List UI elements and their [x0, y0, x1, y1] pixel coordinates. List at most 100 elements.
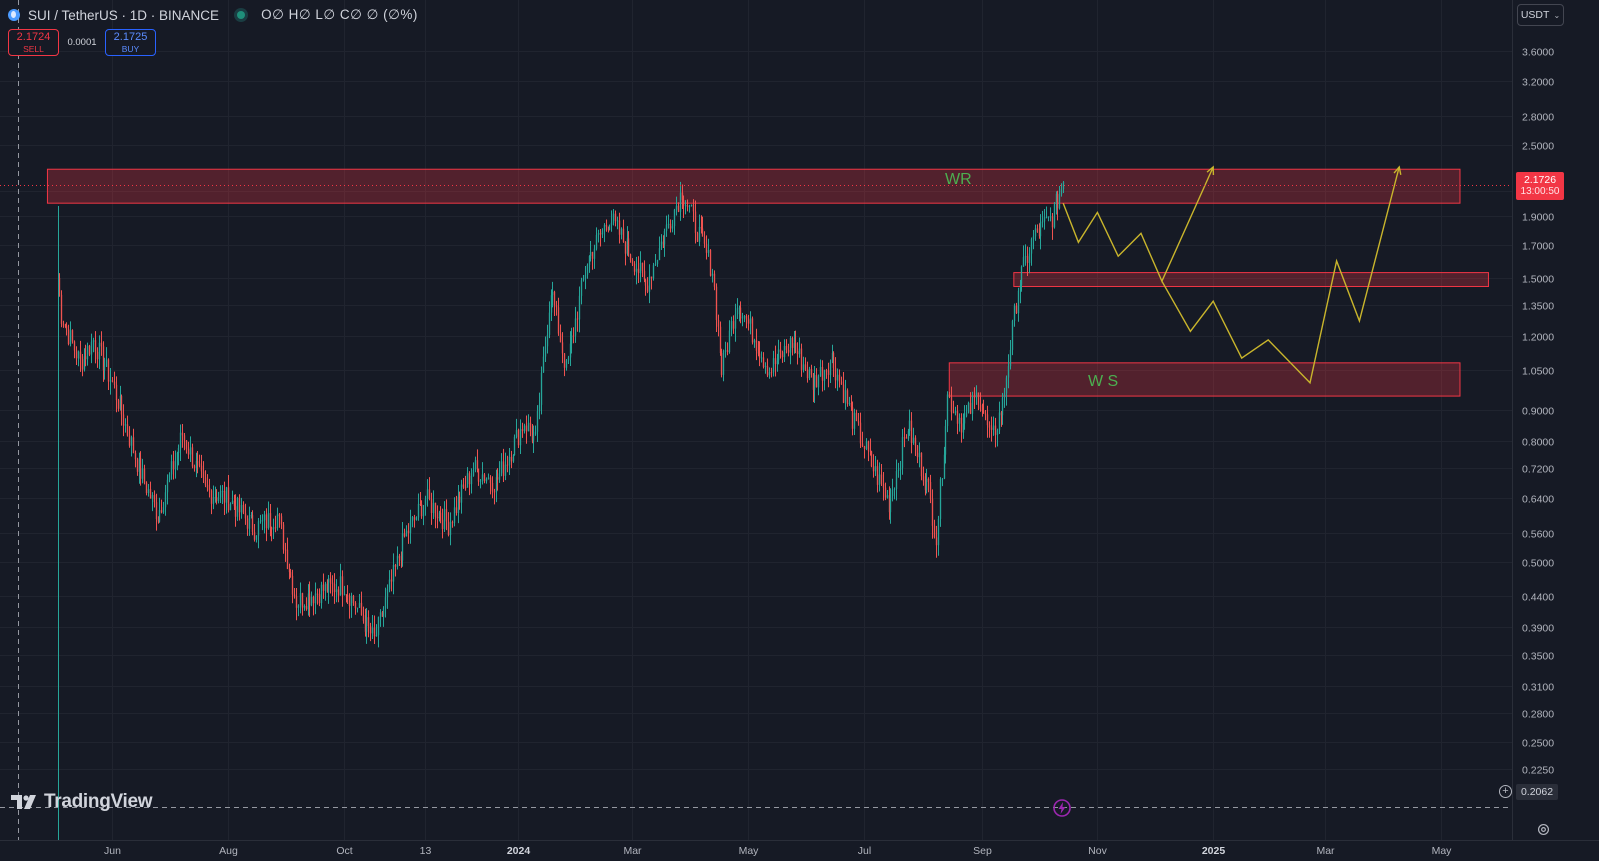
candle-body — [117, 400, 120, 409]
zone-rect — [948, 362, 1461, 397]
candle-body — [572, 335, 575, 337]
candle-body — [901, 437, 904, 468]
candle-body — [83, 356, 86, 370]
candle-body — [352, 595, 355, 604]
candle-body — [263, 514, 266, 521]
candle-body — [701, 228, 704, 237]
candle-body — [654, 263, 657, 266]
candle-body — [430, 499, 433, 514]
candle-body — [1032, 236, 1035, 240]
candle-body — [916, 445, 919, 458]
candle-body — [455, 507, 458, 514]
candle-body — [853, 412, 856, 429]
candle-body — [635, 268, 638, 272]
zone-rect — [46, 168, 1461, 204]
candle-body — [850, 403, 853, 408]
candle-body — [250, 515, 253, 517]
candle-body — [326, 583, 329, 593]
candle-body — [1013, 305, 1016, 322]
candle-body — [593, 248, 596, 259]
candle-body — [122, 414, 125, 426]
candle-body — [660, 241, 663, 249]
candle-body — [817, 376, 820, 388]
candle-body — [100, 342, 103, 347]
candle-body — [601, 230, 604, 235]
candle-body — [774, 358, 777, 365]
lightning-events-icon[interactable] — [1052, 798, 1072, 818]
candle-body — [195, 460, 198, 468]
candle-body — [495, 477, 498, 492]
candle-body — [650, 276, 653, 279]
candle-body — [878, 474, 881, 485]
candle-body — [75, 350, 78, 359]
candle-body — [819, 366, 822, 377]
candle-body — [141, 468, 144, 479]
candle-body — [622, 228, 625, 242]
price-tick-label: 0.2250 — [1522, 765, 1554, 777]
candle-body — [214, 497, 217, 499]
candles-layer — [58, 180, 1065, 648]
candle-body — [557, 307, 560, 334]
candle-body — [381, 612, 384, 617]
candle-body — [599, 233, 602, 235]
time-tick-label: Mar — [623, 845, 642, 857]
trade-panel: 2.1724 SELL 0.0001 2.1725 BUY — [8, 29, 156, 56]
price-tick-label: 0.2800 — [1522, 709, 1554, 721]
candle-body — [872, 466, 875, 472]
candle-body — [270, 527, 273, 530]
time-axis[interactable]: Jun Aug Oct 13 2024 Mar May Jul Sep Nov 2025 Mar May — [104, 845, 1452, 857]
price-tick-label: 0.3500 — [1522, 651, 1554, 663]
candle-body — [766, 365, 769, 376]
candle-body — [139, 458, 142, 479]
candle-body — [770, 372, 773, 374]
currency-selector[interactable]: USDT ⌄ — [1517, 4, 1564, 26]
price-axis[interactable]: 3.60003.20002.80002.50002.10001.90001.70… — [1522, 47, 1554, 777]
candle-body — [927, 478, 930, 482]
time-tick-label: Sep — [973, 845, 992, 857]
candle-body — [401, 533, 404, 561]
candle-body — [965, 412, 968, 417]
candle-body — [620, 228, 623, 235]
gear-icon[interactable] — [1537, 823, 1550, 836]
candle-body — [941, 478, 944, 480]
candle-body — [449, 522, 452, 536]
currency-label: USDT — [1520, 9, 1550, 21]
add-alert-plus-icon[interactable]: + — [1499, 785, 1512, 798]
candle-body — [282, 524, 285, 550]
candle-body — [234, 506, 237, 517]
candle-body — [356, 607, 359, 609]
candle-body — [764, 365, 767, 367]
candle-body — [377, 616, 380, 635]
candle-body — [411, 516, 414, 522]
candle-body — [510, 456, 513, 462]
candle-body — [658, 248, 661, 261]
tradingview-logo[interactable]: TradingView — [10, 791, 153, 813]
candle-body — [823, 370, 826, 381]
symbol-title[interactable]: SUI / TetherUS · 1D · BINANCE — [28, 7, 220, 23]
brand-name: TradingView — [44, 791, 153, 812]
candle-body — [472, 469, 475, 476]
candle-body — [648, 276, 651, 292]
candle-body — [314, 593, 317, 604]
candle-body — [730, 321, 733, 331]
candle-body — [341, 576, 344, 595]
price-tick-label: 0.2500 — [1522, 738, 1554, 750]
price-tick-label: 1.2000 — [1522, 332, 1554, 344]
candle-body — [984, 413, 987, 415]
candle-body — [221, 490, 224, 492]
candle-body — [166, 479, 169, 493]
candle-body — [128, 435, 131, 446]
sell-button[interactable]: 2.1724 SELL — [8, 29, 59, 56]
candle-body — [210, 490, 213, 504]
buy-button[interactable]: 2.1725 BUY — [105, 29, 156, 56]
candle-body — [200, 465, 203, 472]
candle-body — [498, 473, 501, 480]
price-tick-label: 0.5000 — [1522, 558, 1554, 570]
candle-body — [760, 357, 763, 359]
candle-body — [394, 565, 397, 567]
projection-path-2-arrowhead — [1393, 165, 1402, 175]
buy-label: BUY — [121, 43, 140, 54]
candle-body — [931, 498, 934, 526]
candle-body — [331, 582, 334, 584]
